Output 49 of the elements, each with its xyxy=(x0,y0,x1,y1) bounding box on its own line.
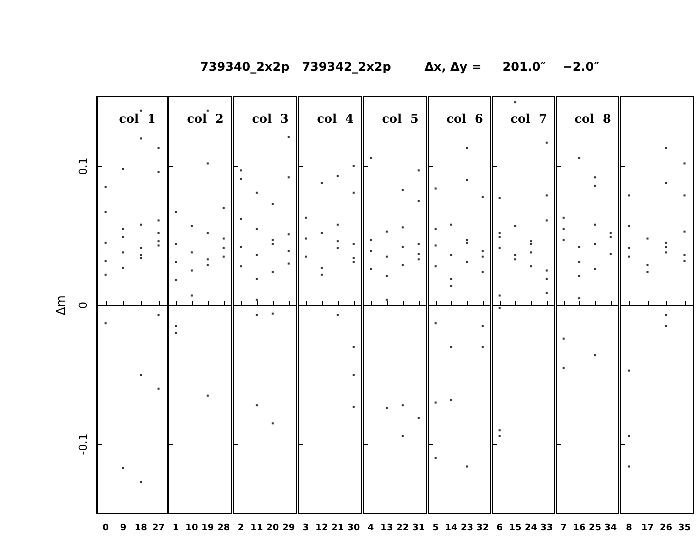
x-tick-label: 16 xyxy=(573,524,586,534)
x-tick-label: 18 xyxy=(134,524,148,534)
x-tick-label: 9 xyxy=(120,524,127,534)
x-tick-label: 26 xyxy=(660,524,673,534)
x-tick-label: 2 xyxy=(238,524,244,534)
x-tick-label: 7 xyxy=(560,524,567,534)
x-tick-label: 6 xyxy=(496,524,503,534)
x-tick-label: 5 xyxy=(432,524,439,534)
text: col 1 xyxy=(119,112,156,126)
x-tick-label: 19 xyxy=(202,524,214,534)
x-tick-label: 32 xyxy=(476,524,490,534)
x-tick-label: 21 xyxy=(332,524,344,534)
x-tick-label: 10 xyxy=(186,524,198,534)
x-tick-label: 23 xyxy=(460,524,474,534)
x-tick-label: 4 xyxy=(368,524,374,534)
x-tick-label: 3 xyxy=(302,524,310,534)
text: col 8 xyxy=(574,112,612,126)
y-tick-label: 0 xyxy=(77,302,90,309)
x-tick-label: 13 xyxy=(380,524,394,534)
y-tick-label: 0.1 xyxy=(77,158,90,176)
x-tick-label: 31 xyxy=(412,524,426,534)
x-tick-label: 28 xyxy=(218,524,230,534)
x-tick-label: 0 xyxy=(102,524,109,534)
y-tick-label: -0.1 xyxy=(77,434,90,456)
x-tick-label: 30 xyxy=(348,524,360,534)
x-tick-label: 22 xyxy=(396,524,410,534)
text: 739340_2x2p 739342_2x2p Δx, Δy = 201.0″ −2.0″ xyxy=(200,60,600,74)
x-tick-label: 35 xyxy=(678,524,692,534)
text: col 6 xyxy=(446,112,484,126)
text: col 5 xyxy=(382,112,419,126)
x-tick-label: 1 xyxy=(172,524,180,534)
x-tick-label: 25 xyxy=(588,524,602,534)
x-tick-label: 17 xyxy=(641,524,654,534)
x-tick-label: 20 xyxy=(266,524,280,534)
x-tick-label: 15 xyxy=(509,524,522,534)
x-tick-label: 27 xyxy=(152,524,166,534)
text: col 3 xyxy=(252,112,289,126)
x-tick-label: 8 xyxy=(626,524,632,534)
x-tick-label: 24 xyxy=(524,524,538,534)
x-tick-label: 11 xyxy=(250,524,264,534)
x-tick-label: 29 xyxy=(282,524,296,534)
x-tick-label: 34 xyxy=(604,524,618,534)
y-axis-title: Δm xyxy=(54,296,68,316)
text: col 7 xyxy=(510,112,548,126)
x-tick-label: 14 xyxy=(445,524,458,534)
x-tick-label: 33 xyxy=(540,524,554,534)
text: col 2 xyxy=(187,112,224,126)
text: col 4 xyxy=(317,112,354,126)
x-tick-label: 12 xyxy=(316,524,328,534)
